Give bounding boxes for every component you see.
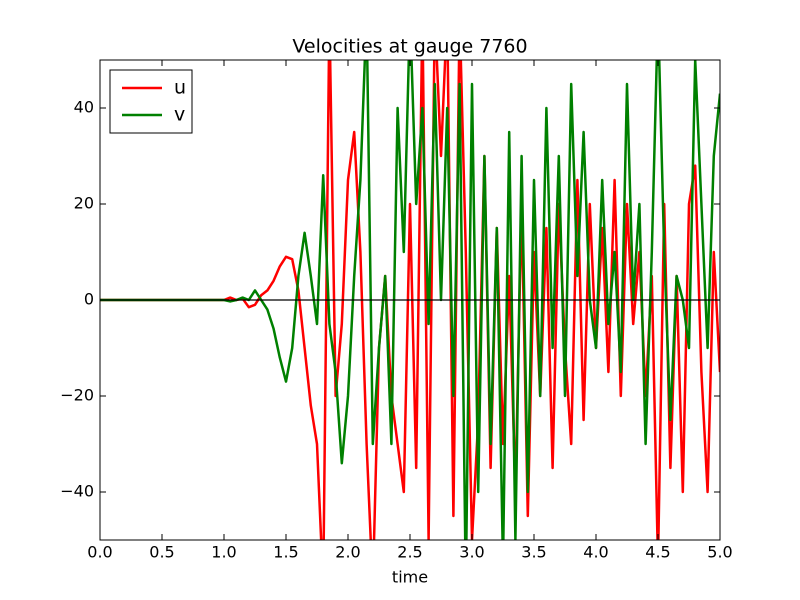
legend-label: v: [174, 104, 185, 126]
x-axis-label: time: [392, 568, 428, 587]
legend-label: u: [174, 77, 186, 99]
x-tick-label: 0.5: [149, 543, 174, 562]
x-tick-label: 3.5: [521, 543, 546, 562]
legend: uv: [109, 69, 193, 134]
x-tick-label: 5.0: [707, 543, 732, 562]
y-tick-label: −20: [60, 386, 94, 405]
x-tick-label: 1.0: [211, 543, 236, 562]
y-tick-label: 40: [74, 98, 94, 117]
x-tick-label: 3.0: [459, 543, 484, 562]
y-tick-label: 0: [84, 290, 94, 309]
x-tick-label: 0.0: [87, 543, 112, 562]
y-tick-label: −40: [60, 482, 94, 501]
x-tick-label: 2.0: [335, 543, 360, 562]
x-tick-label: 4.5: [645, 543, 670, 562]
x-tick-label: 2.5: [397, 543, 422, 562]
y-tick-label: 20: [74, 194, 94, 213]
plot-area: [100, 60, 720, 540]
x-tick-label: 1.5: [273, 543, 298, 562]
legend-box: [109, 69, 193, 134]
chart-title: Velocities at gauge 7760: [292, 36, 527, 58]
x-tick-label: 4.0: [583, 543, 608, 562]
